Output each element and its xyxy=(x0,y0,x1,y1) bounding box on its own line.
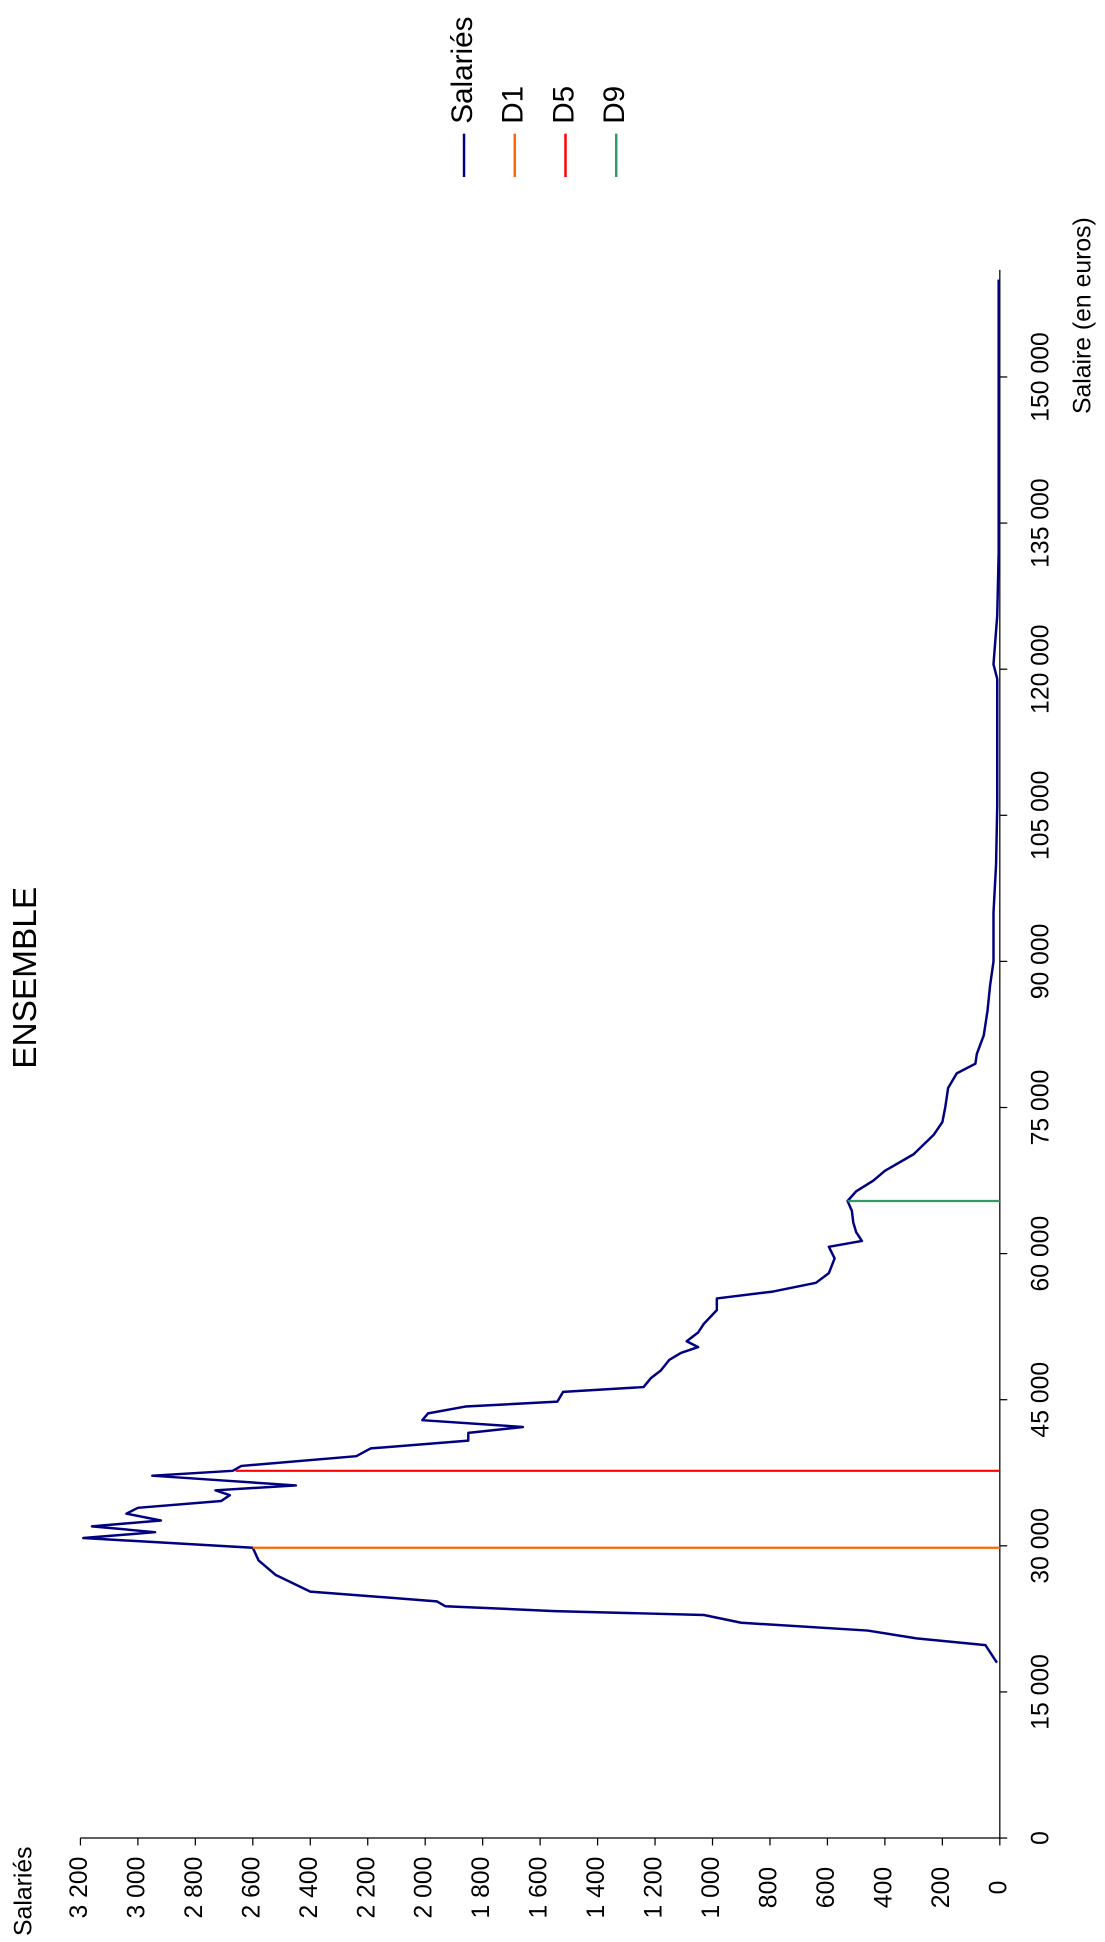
x-tick-label: 75 000 xyxy=(1027,1070,1054,1146)
y-tick-label: 1 600 xyxy=(526,1857,553,1919)
y-axis-label: Salariés xyxy=(10,1847,37,1936)
y-tick-label: 600 xyxy=(813,1867,840,1908)
legend-label: D9 xyxy=(598,86,631,124)
x-tick-label: 135 000 xyxy=(1027,478,1054,567)
x-tick-label: 120 000 xyxy=(1027,624,1054,713)
legend-label: D5 xyxy=(547,86,580,124)
y-tick-label: 1 800 xyxy=(468,1857,495,1919)
x-tick-label: 90 000 xyxy=(1027,924,1054,1000)
x-tick-label: 15 000 xyxy=(1027,1654,1054,1730)
chart-title: ENSEMBLE xyxy=(7,887,44,1069)
y-tick-label: 400 xyxy=(870,1867,897,1908)
x-tick-label: 0 xyxy=(1027,1831,1054,1845)
y-tick-label: 2 800 xyxy=(181,1857,208,1919)
y-tick-label: 800 xyxy=(756,1867,783,1908)
y-tick-label: 2 000 xyxy=(411,1857,438,1919)
x-tick-label: 150 000 xyxy=(1027,332,1054,421)
x-tick-label: 105 000 xyxy=(1027,771,1054,860)
series-line xyxy=(82,279,1000,1664)
y-tick-label: 1 200 xyxy=(641,1857,668,1919)
y-tick-label: 1 000 xyxy=(698,1857,725,1919)
legend-label: D1 xyxy=(497,86,530,124)
y-tick-label: 0 xyxy=(985,1881,1012,1895)
x-tick-label: 60 000 xyxy=(1027,1216,1054,1292)
y-tick-label: 1 400 xyxy=(583,1857,610,1919)
y-tick-label: 200 xyxy=(928,1867,955,1908)
x-axis-label: Salaire (en euros) xyxy=(1069,217,1096,414)
x-tick-label: 45 000 xyxy=(1027,1362,1054,1438)
y-tick-label: 2 200 xyxy=(353,1857,380,1919)
y-tick-label: 2 400 xyxy=(296,1857,323,1919)
y-tick-label: 3 000 xyxy=(123,1857,150,1919)
y-tick-label: 3 200 xyxy=(66,1857,93,1919)
x-tick-label: 30 000 xyxy=(1027,1508,1054,1584)
legend-label: Salariés xyxy=(446,16,479,123)
y-tick-label: 2 600 xyxy=(238,1857,265,1919)
